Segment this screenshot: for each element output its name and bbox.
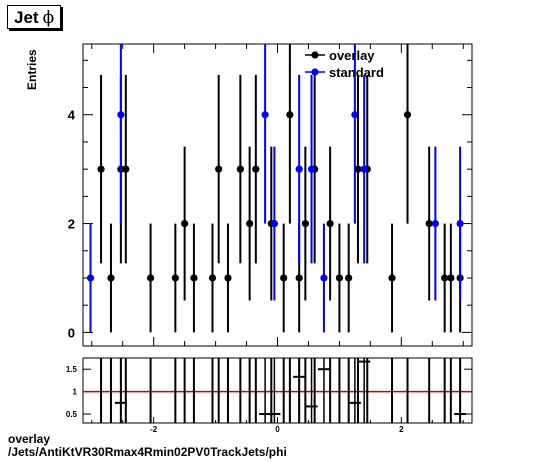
standard-legend-marker [311,68,319,76]
overlay-point [388,274,396,282]
overlay-point [181,219,189,228]
overlay-point [107,274,115,282]
overlay-point [326,219,334,228]
plot-title: Jet ϕ [7,5,62,29]
standard-legend-label: standard [329,65,384,80]
ratio-x-tick-label: -2 [150,425,158,434]
y-tick-label: 4 [68,108,76,123]
standard-point [261,111,269,119]
ratio-y-tick-label: 0.5 [66,410,78,419]
overlay-point [425,219,433,228]
plot-title-symbol: ϕ [42,8,55,28]
overlay-point [301,219,309,228]
standard-point [431,219,439,228]
overlay-point [286,111,294,119]
overlay-point [215,165,223,173]
standard-point [86,274,95,282]
standard-point [320,274,328,282]
overlay-point [403,111,412,119]
overlay-point [345,274,353,282]
overlay-point [236,165,244,173]
standard-point [117,111,125,119]
ratio-y-tick-label: 1.5 [66,365,78,374]
ratio-x-tick-label: 2 [399,425,404,434]
overlay-point [280,274,288,282]
overlay-point [246,219,254,228]
overlay-point [354,165,362,173]
overlay-point [190,274,198,282]
y-tick-label: 0 [68,325,75,340]
overlay-legend-label: overlay [329,48,375,63]
overlay-point [252,165,260,173]
standard-point [295,165,303,173]
standard-point [351,111,359,119]
standard-point [307,165,316,173]
footer-line-2: /Jets/AntiKtVR30Rmax4Rmin02PV0TrackJets/… [8,445,287,459]
ratio-x-tick-label: 0 [275,425,280,434]
footer-line-1: overlay [8,432,51,446]
overlay-point [146,274,155,282]
standard-point [360,165,368,173]
plot-frame [82,43,473,347]
footer: overlay /Jets/AntiKtVR30Rmax4Rmin02PV0Tr… [8,433,287,459]
overlay-point [441,274,449,282]
overlay-point [335,274,344,282]
overlay-point [97,165,105,173]
standard-point [456,219,464,228]
standard-point [270,219,279,228]
ratio-y-tick-label: 1 [73,388,78,397]
plot-title-text: Jet [14,8,39,27]
main-histogram: 0 2 4 overlay standard [68,43,473,347]
overlay-point [208,274,217,282]
overlay-legend-marker [311,51,319,59]
overlay-point [224,274,232,282]
overlay-point [122,165,130,173]
overlay-point [171,274,179,282]
y-tick-label: 2 [68,217,75,232]
overlay-point [447,274,455,282]
overlay-point [295,274,303,282]
ratio-panel: 0.5 1 1.5 -2 0 2 [66,357,473,434]
